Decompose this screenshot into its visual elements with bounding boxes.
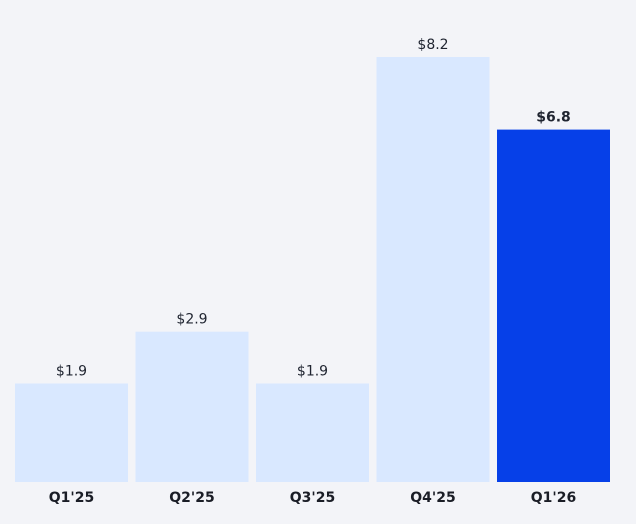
bar-1 <box>135 331 249 482</box>
data-labels-group: $1.9 $2.9 $1.9 $8.2 $6.8 <box>56 37 571 380</box>
bar-4 <box>497 129 610 482</box>
x-tick-label-4: Q1'26 <box>531 490 576 506</box>
data-label-0: $1.9 <box>56 364 87 380</box>
data-label-4: $6.8 <box>536 110 571 126</box>
x-tick-labels-group: Q1'25 Q2'25 Q3'25 Q4'25 Q1'26 <box>49 490 576 506</box>
x-tick-label-1: Q2'25 <box>169 490 214 506</box>
bar-3 <box>376 57 490 482</box>
x-tick-label-3: Q4'25 <box>410 490 455 506</box>
bar-0 <box>15 383 128 482</box>
data-label-3: $8.2 <box>417 37 448 53</box>
x-tick-label-0: Q1'25 <box>49 490 94 506</box>
data-label-2: $1.9 <box>297 364 328 380</box>
data-label-1: $2.9 <box>176 312 207 328</box>
bars-group <box>15 57 610 482</box>
bar-2 <box>256 383 369 482</box>
x-tick-label-2: Q3'25 <box>290 490 335 506</box>
